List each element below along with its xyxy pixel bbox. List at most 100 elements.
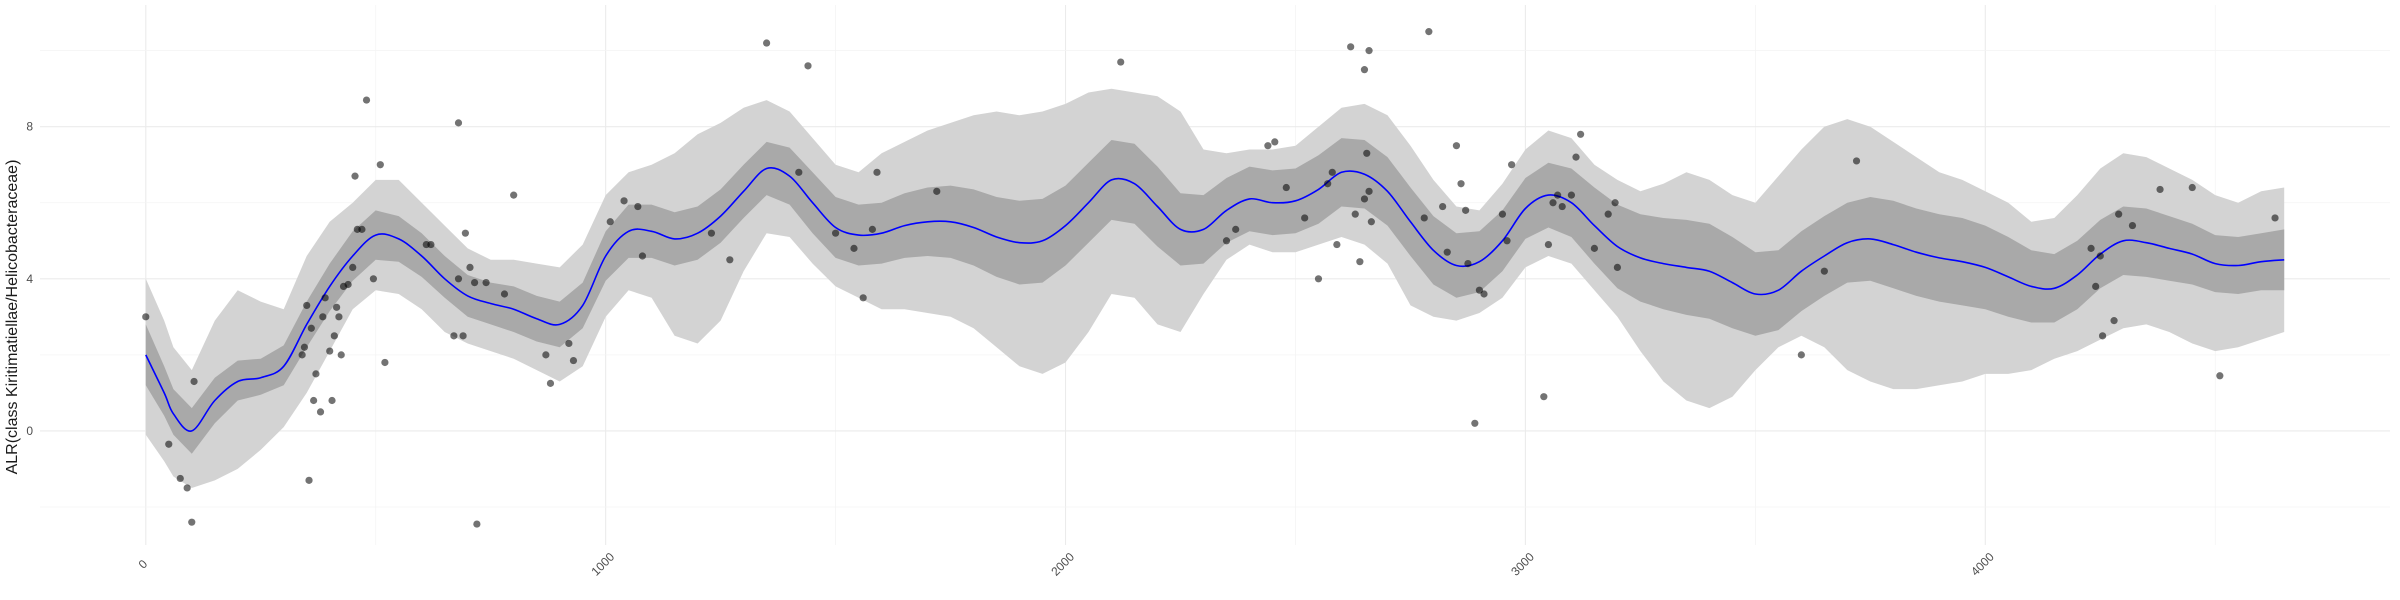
data-point: [1577, 130, 1585, 138]
data-point: [1604, 210, 1612, 218]
data-point: [804, 62, 812, 70]
confidence-bands: [145, 88, 2285, 488]
data-point: [183, 484, 191, 492]
data-point: [1328, 168, 1336, 176]
data-point: [1554, 191, 1562, 199]
x-tick-label: 4000: [1968, 550, 1997, 579]
data-point: [1508, 161, 1516, 169]
data-point: [321, 294, 329, 302]
data-point: [1443, 248, 1451, 256]
data-point: [466, 263, 474, 271]
data-point: [873, 168, 881, 176]
data-point: [427, 240, 435, 249]
data-point: [337, 351, 345, 359]
data-point: [369, 275, 378, 283]
data-point: [795, 168, 803, 176]
smooth-line: [145, 167, 2285, 432]
data-point: [1360, 195, 1369, 203]
data-point: [349, 263, 357, 271]
data-point: [638, 252, 647, 260]
data-point: [620, 197, 628, 205]
data-point: [1549, 199, 1557, 207]
data-point: [470, 279, 479, 287]
data-point: [1471, 419, 1479, 427]
data-point: [1222, 237, 1231, 245]
y-tick-label: 8: [26, 120, 33, 134]
data-point: [2271, 214, 2279, 222]
data-point: [459, 332, 467, 340]
data-point: [1540, 393, 1548, 401]
data-point: [542, 351, 550, 359]
data-point: [1503, 237, 1511, 245]
data-point: [312, 370, 320, 378]
y-axis-title: ALR(class Kiritimatiellae/Helicobacterac…: [4, 160, 21, 475]
data-point: [1567, 191, 1576, 199]
data-point: [1360, 66, 1369, 74]
data-point: [1420, 214, 1428, 222]
data-point: [933, 187, 941, 195]
data-point: [381, 358, 389, 367]
data-point: [1462, 206, 1470, 214]
data-point: [461, 229, 469, 237]
data-point: [300, 343, 309, 351]
data-point: [1232, 225, 1240, 233]
data-point: [1590, 244, 1599, 252]
data-point: [473, 520, 481, 528]
data-point: [358, 225, 366, 233]
data-point: [510, 191, 518, 199]
x-tick-label: 3000: [1508, 550, 1537, 579]
data-point: [165, 440, 173, 448]
data-point: [454, 275, 463, 283]
data-point: [1282, 183, 1290, 192]
data-point: [763, 39, 771, 47]
data-point: [1797, 351, 1805, 359]
data-point: [726, 256, 734, 264]
data-point: [1264, 142, 1272, 150]
data-point: [344, 280, 352, 289]
data-point: [1333, 240, 1341, 249]
data-point: [1367, 218, 1375, 226]
data-point: [1544, 240, 1553, 249]
data-point: [850, 244, 858, 252]
data-point: [500, 290, 509, 298]
outer-band: [145, 88, 2285, 488]
smooth-curve: [145, 167, 2285, 432]
data-point: [859, 294, 867, 302]
data-point: [330, 332, 338, 340]
data-point: [1820, 267, 1828, 275]
data-point: [1498, 210, 1507, 218]
x-tick-label: 0: [136, 557, 151, 572]
data-point: [1363, 149, 1371, 157]
data-point: [2096, 252, 2104, 260]
data-point: [1613, 263, 1621, 271]
data-point: [2216, 372, 2224, 380]
data-point: [2092, 282, 2100, 291]
data-point: [2115, 210, 2123, 218]
data-point: [335, 313, 343, 321]
data-point: [1301, 214, 1309, 222]
data-point: [1852, 157, 1861, 165]
data-point: [565, 339, 573, 348]
data-point: [326, 347, 334, 355]
data-point: [450, 332, 458, 340]
data-point: [190, 377, 198, 386]
data-point: [376, 161, 384, 169]
data-point: [868, 225, 876, 233]
data-point: [176, 474, 184, 483]
data-point: [188, 518, 196, 526]
data-point: [2188, 183, 2196, 192]
data-point: [2110, 317, 2118, 325]
data-point: [1347, 43, 1355, 51]
data-point: [1558, 202, 1566, 211]
data-point: [2128, 221, 2137, 230]
data-point: [634, 202, 642, 211]
y-tick-label: 0: [26, 424, 33, 438]
data-point: [1611, 199, 1619, 207]
data-point: [1314, 275, 1323, 283]
data-point: [1351, 210, 1359, 218]
data-point: [328, 396, 336, 405]
data-point: [333, 303, 341, 311]
data-point: [305, 476, 313, 484]
